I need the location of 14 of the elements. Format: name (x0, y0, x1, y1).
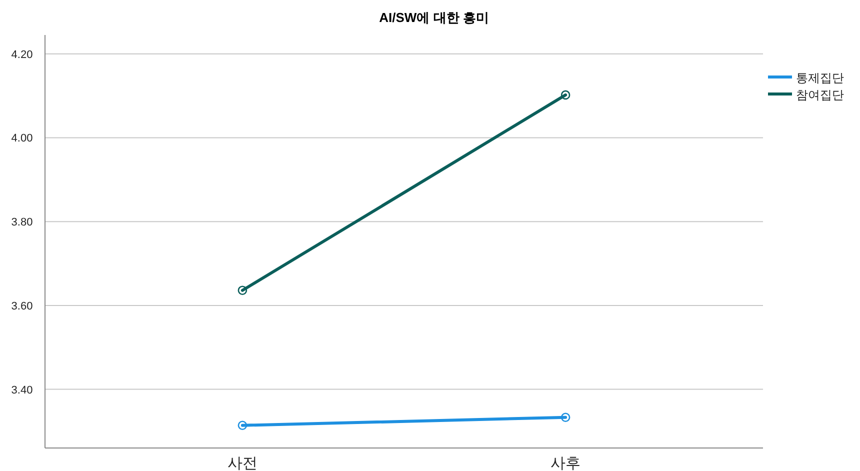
point (238, 420, 248, 430)
legend-label: 통제집단 (796, 71, 844, 85)
x-tick-label: 사후 (550, 455, 581, 471)
legend-label: 참여집단 (796, 88, 844, 102)
y-tick-label: 4.00 (11, 132, 33, 145)
y-tick-label: 3.40 (11, 384, 33, 396)
x-tick-label: 사전 (227, 455, 258, 471)
chart-title: AI/SW에 대한 흥미 (379, 10, 489, 25)
y-tick-label: 3.80 (11, 216, 33, 229)
y-tick-label: 4.20 (11, 48, 33, 61)
point (560, 412, 570, 422)
y-tick-label: 3.60 (11, 300, 33, 312)
point (238, 286, 248, 295)
point (560, 90, 570, 100)
